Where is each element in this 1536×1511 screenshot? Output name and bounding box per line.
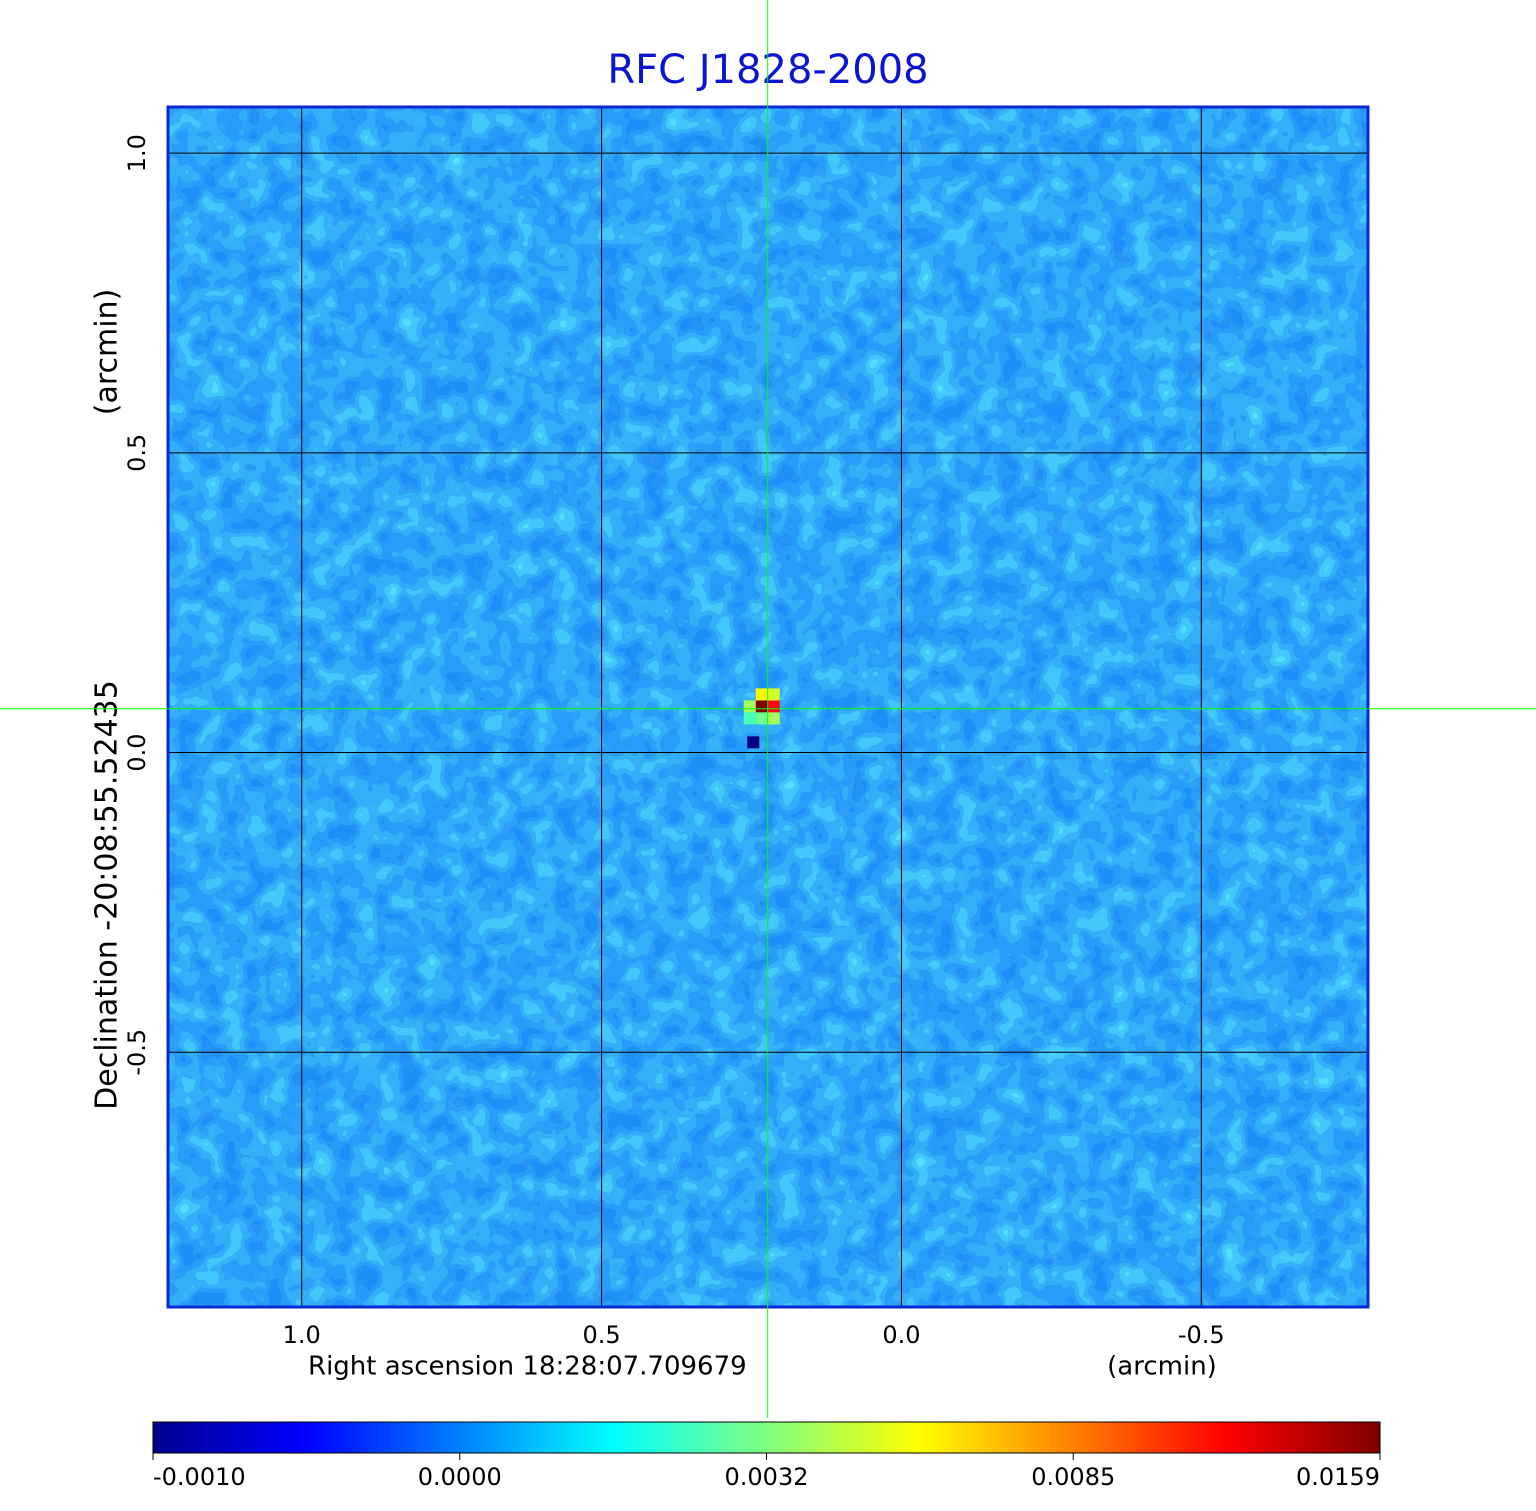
x-tick-label: 0.0: [882, 1321, 920, 1349]
y-axis-unit: (arcmin): [90, 289, 125, 416]
y-axis-label: Declination -20:08:55.52435: [90, 680, 125, 1110]
pixel: [755, 700, 768, 713]
pixel: [767, 688, 780, 701]
colorbar-tick-label: 0.0085: [1031, 1463, 1115, 1491]
pixel: [767, 712, 780, 725]
pixel: [755, 712, 768, 725]
colorbar-tick-label: -0.0010: [153, 1463, 246, 1491]
pixel: [767, 700, 780, 713]
x-tick-label: -0.5: [1178, 1321, 1225, 1349]
x-axis-unit: (arcmin): [1107, 1352, 1217, 1382]
x-axis-label: Right ascension 18:28:07.709679: [308, 1352, 747, 1382]
pixel: [743, 712, 756, 725]
colorbar-tick-label: 0.0000: [418, 1463, 502, 1491]
colorbar: [152, 1421, 1381, 1454]
y-tick-label: -0.5: [123, 1029, 151, 1076]
pixel: [755, 688, 768, 701]
y-tick-label: 0.0: [123, 733, 151, 771]
colorbar-tick-label: 0.0159: [1296, 1463, 1380, 1491]
pixel: [743, 700, 756, 713]
colorbar-tick-label: 0.0032: [725, 1463, 809, 1491]
x-tick-label: 0.5: [582, 1321, 620, 1349]
y-tick-label: 0.5: [123, 434, 151, 472]
x-tick-label: 1.0: [283, 1321, 321, 1349]
pixel: [747, 736, 760, 749]
y-tick-label: 1.0: [123, 134, 151, 172]
